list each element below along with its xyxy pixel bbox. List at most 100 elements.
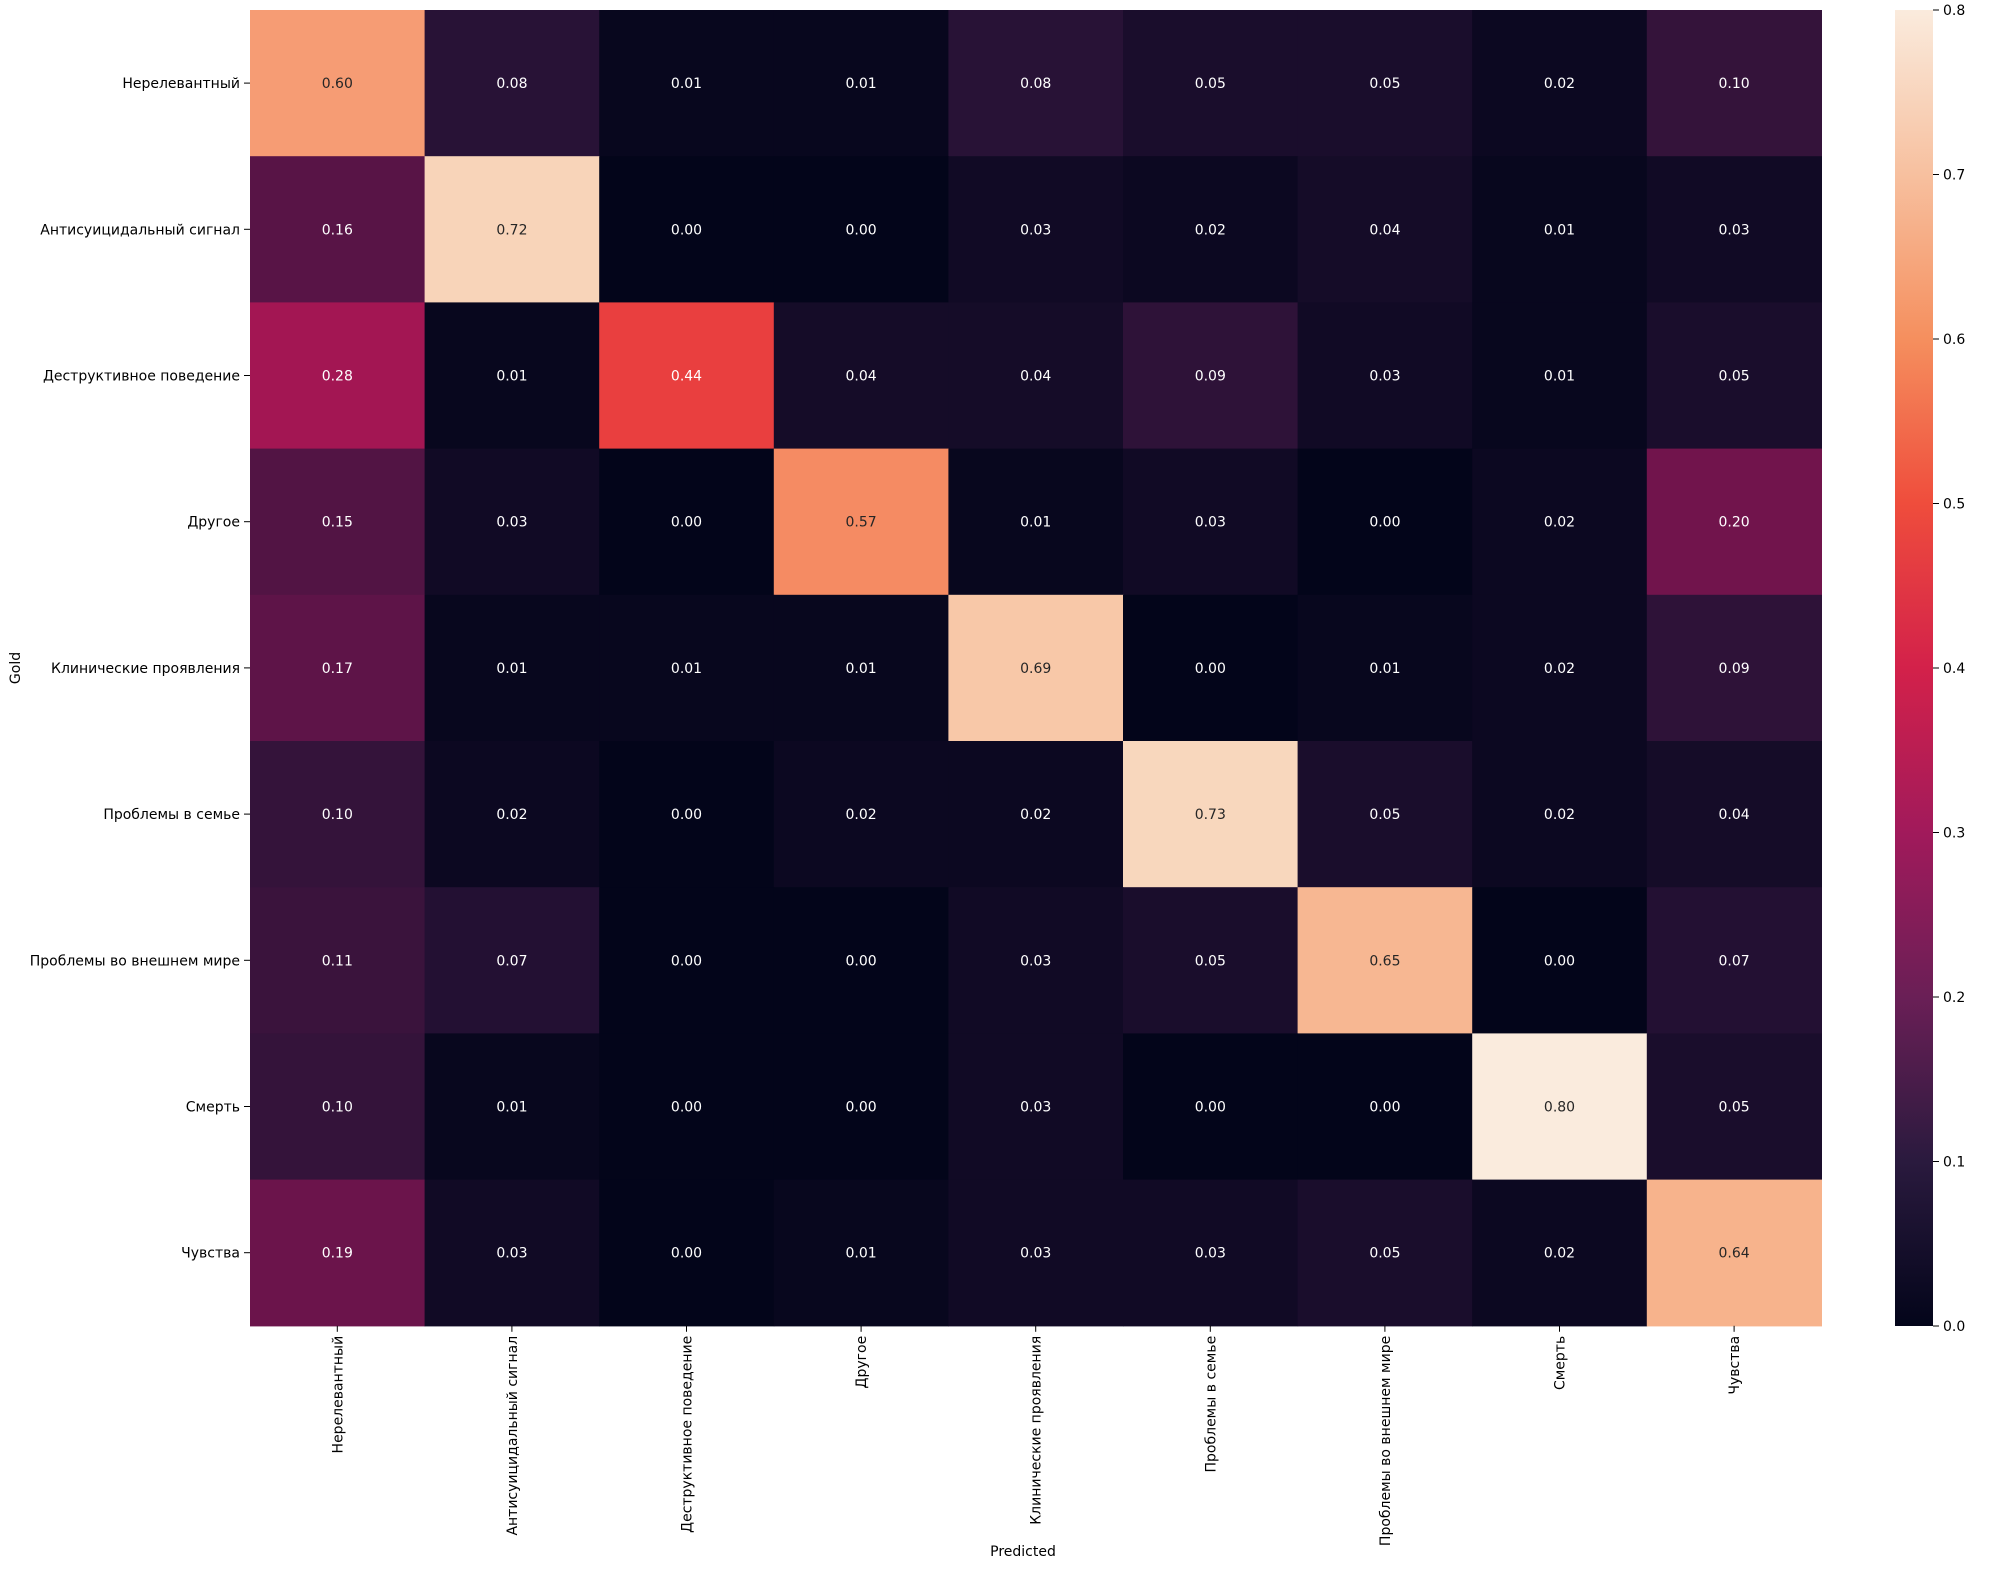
cell-annotation: 0.80	[1544, 1100, 1575, 1116]
heatmap-cell	[599, 302, 775, 450]
cell-annotation: 0.05	[1195, 76, 1226, 92]
heatmap-cell	[948, 741, 1124, 888]
cell-annotation: 0.01	[846, 76, 877, 92]
cell-annotation: 0.01	[1369, 661, 1400, 677]
cell-annotation: 0.03	[1719, 222, 1750, 238]
heatmap-cell	[250, 594, 426, 742]
cell-annotation: 0.08	[496, 76, 527, 92]
cell-annotation: 0.00	[846, 953, 877, 969]
x-tick-label: Клинические проявления	[1029, 1336, 1045, 1525]
heatmap-cell	[599, 1033, 775, 1181]
y-tick-label: Другое	[187, 515, 240, 531]
cell-annotation: 0.00	[1544, 953, 1575, 969]
heatmap-cell	[1297, 448, 1473, 596]
heatmap-cell	[1646, 887, 1822, 1034]
cell-annotation: 0.10	[322, 1100, 353, 1116]
heatmap-cell	[948, 594, 1124, 742]
heatmap-cell	[1297, 156, 1473, 303]
cell-annotation: 0.05	[1369, 807, 1400, 823]
cell-annotation: 0.00	[671, 515, 702, 531]
colorbar-gradient	[1895, 10, 1933, 1326]
x-tick-label: Проблемы во внешнем мире	[1378, 1336, 1394, 1546]
heatmap-cell	[948, 156, 1124, 303]
cell-annotation: 0.02	[496, 807, 527, 823]
colorbar: 0.0 0.1 0.2 0.3 0.4 0.5 0.6 0.7 0.8	[1895, 3, 1965, 1335]
heatmap-cell	[1646, 156, 1822, 303]
cell-annotation: 0.01	[496, 1100, 527, 1116]
heatmap-cell	[773, 1033, 949, 1181]
heatmap-cell	[1646, 1179, 1822, 1327]
cell-annotation: 0.01	[671, 76, 702, 92]
heatmap-cell	[424, 10, 600, 157]
heatmap-cell	[773, 156, 949, 303]
cell-annotation: 0.02	[1544, 76, 1575, 92]
heatmap-cell	[599, 448, 775, 596]
heatmap-cell	[250, 156, 426, 303]
cell-annotation: 0.03	[1020, 953, 1051, 969]
y-axis-label: Gold	[8, 652, 24, 684]
cell-annotation: 0.17	[322, 661, 353, 677]
cell-annotation: 0.19	[322, 1246, 353, 1262]
cell-annotation: 0.09	[1719, 661, 1750, 677]
heatmap-cell	[1297, 741, 1473, 888]
heatmap-cell	[424, 156, 600, 303]
y-tick-label: Проблемы в семье	[103, 807, 240, 823]
cell-annotation: 0.00	[671, 807, 702, 823]
cell-annotation: 0.04	[846, 369, 877, 385]
cell-annotation: 0.28	[322, 369, 353, 385]
cell-annotation: 0.03	[1195, 515, 1226, 531]
cell-annotation: 0.02	[1020, 807, 1051, 823]
heatmap-cell	[773, 1179, 949, 1327]
y-tick-label: Чувства	[181, 1246, 240, 1262]
heatmap-cell	[773, 302, 949, 450]
cell-annotation: 0.64	[1719, 1246, 1750, 1262]
cell-annotation: 0.16	[322, 222, 353, 238]
heatmap-cell	[1472, 448, 1648, 596]
heatmap-cell	[1472, 1033, 1648, 1181]
heatmap-cell	[948, 10, 1124, 157]
heatmap-cell	[1297, 594, 1473, 742]
heatmap-cell	[424, 448, 600, 596]
y-tick-label: Проблемы во внешнем мире	[30, 953, 240, 969]
cell-annotation: 0.02	[846, 807, 877, 823]
heatmap-cell	[1472, 1179, 1648, 1327]
heatmap-cell	[1123, 741, 1299, 888]
heatmap-cell	[773, 10, 949, 157]
heatmap-cell	[948, 887, 1124, 1034]
heatmap-cell	[250, 887, 426, 1034]
cell-annotation: 0.00	[671, 222, 702, 238]
heatmap-cell	[1472, 887, 1648, 1034]
cell-annotation: 0.00	[671, 1246, 702, 1262]
colorbar-tick-label: 0.8	[1943, 3, 1965, 19]
heatmap-cell	[1472, 741, 1648, 888]
heatmap-cell	[773, 887, 949, 1034]
heatmap-cell	[1123, 302, 1299, 450]
cell-annotation: 0.02	[1544, 807, 1575, 823]
heatmap-cell	[1123, 156, 1299, 303]
heatmap-cell	[1297, 302, 1473, 450]
cell-annotation: 0.00	[1195, 1100, 1226, 1116]
cell-annotation: 0.02	[1195, 222, 1226, 238]
cell-annotation: 0.00	[1195, 661, 1226, 677]
heatmap-cell	[1297, 887, 1473, 1034]
cell-annotation: 0.05	[1369, 1246, 1400, 1262]
heatmap-cell	[424, 302, 600, 450]
cell-annotation: 0.03	[496, 1246, 527, 1262]
heatmap-cell	[250, 10, 426, 157]
heatmap-cell	[948, 1033, 1124, 1181]
heatmap-cell	[1123, 594, 1299, 742]
cell-annotation: 0.03	[1369, 369, 1400, 385]
cell-annotation: 0.04	[1719, 807, 1750, 823]
y-tick-label: Клинические проявления	[51, 661, 240, 677]
heatmap-cell	[1646, 594, 1822, 742]
cell-annotation: 0.00	[846, 1100, 877, 1116]
cell-annotation: 0.04	[1020, 369, 1051, 385]
cell-annotation: 0.73	[1195, 807, 1226, 823]
cell-annotation: 0.00	[1369, 1100, 1400, 1116]
heatmap-cell	[773, 448, 949, 596]
cell-annotation: 0.69	[1020, 661, 1051, 677]
heatmap-cell	[250, 302, 426, 450]
cell-annotation: 0.08	[1020, 76, 1051, 92]
heatmap-cell	[1646, 302, 1822, 450]
cell-annotation: 0.04	[1369, 222, 1400, 238]
